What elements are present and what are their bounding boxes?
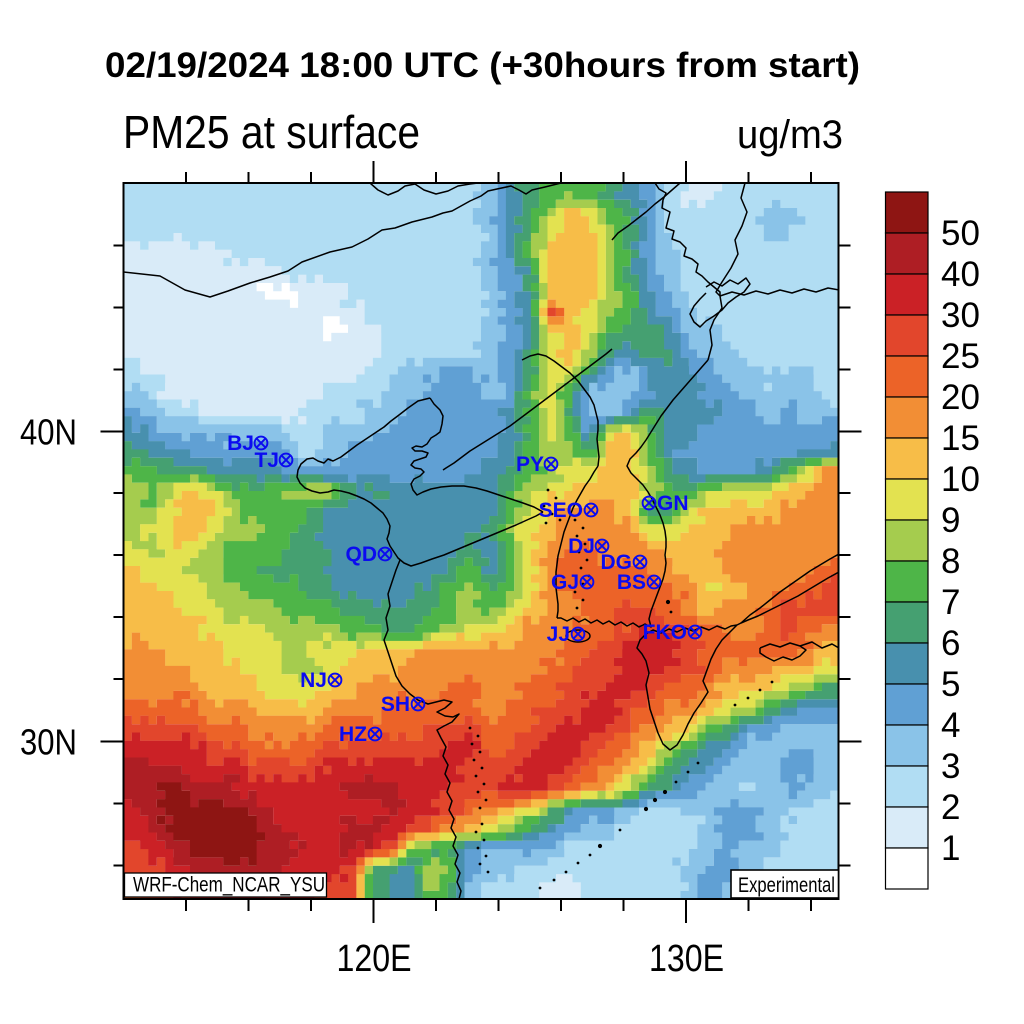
svg-text:20: 20 — [941, 378, 980, 417]
svg-text:BJ: BJ — [227, 432, 254, 455]
svg-text:DG: DG — [601, 551, 633, 574]
svg-text:7: 7 — [941, 583, 960, 622]
svg-text:SH: SH — [381, 693, 410, 716]
svg-text:40: 40 — [941, 255, 980, 294]
svg-text:50: 50 — [941, 214, 980, 253]
svg-text:Experimental: Experimental — [738, 874, 835, 897]
svg-text:NJ: NJ — [300, 669, 327, 692]
svg-text:BS: BS — [617, 571, 646, 594]
svg-text:40N: 40N — [20, 412, 77, 453]
svg-text:25: 25 — [941, 337, 980, 376]
svg-text:5: 5 — [941, 665, 960, 704]
svg-text:30: 30 — [941, 296, 980, 335]
svg-text:4: 4 — [941, 706, 960, 745]
svg-text:TJ: TJ — [254, 449, 279, 472]
svg-text:GN: GN — [657, 492, 689, 515]
svg-text:WRF-Chem_NCAR_YSU: WRF-Chem_NCAR_YSU — [133, 874, 325, 897]
svg-text:PY: PY — [516, 453, 544, 476]
svg-text:SEO: SEO — [539, 499, 583, 522]
svg-text:8: 8 — [941, 542, 960, 581]
svg-text:2: 2 — [941, 788, 960, 827]
svg-text:15: 15 — [941, 419, 980, 458]
svg-text:3: 3 — [941, 747, 960, 786]
svg-text:9: 9 — [941, 501, 960, 540]
svg-text:1: 1 — [941, 829, 960, 868]
svg-text:PM25 at surface: PM25 at surface — [123, 106, 420, 158]
svg-text:JJ: JJ — [547, 623, 570, 646]
svg-text:10: 10 — [941, 460, 980, 499]
svg-text:QD: QD — [346, 543, 378, 566]
svg-text:6: 6 — [941, 624, 960, 663]
svg-text:GJ: GJ — [551, 571, 579, 594]
svg-text:02/19/2024 18:00 UTC (+30hours: 02/19/2024 18:00 UTC (+30hours from star… — [105, 46, 860, 85]
svg-text:DJ: DJ — [568, 535, 595, 558]
svg-text:120E: 120E — [337, 938, 412, 980]
svg-text:FKO: FKO — [643, 621, 687, 644]
svg-text:ug/m3: ug/m3 — [737, 113, 843, 157]
svg-text:130E: 130E — [649, 938, 724, 980]
svg-text:HZ: HZ — [339, 723, 367, 746]
svg-text:30N: 30N — [20, 722, 77, 763]
